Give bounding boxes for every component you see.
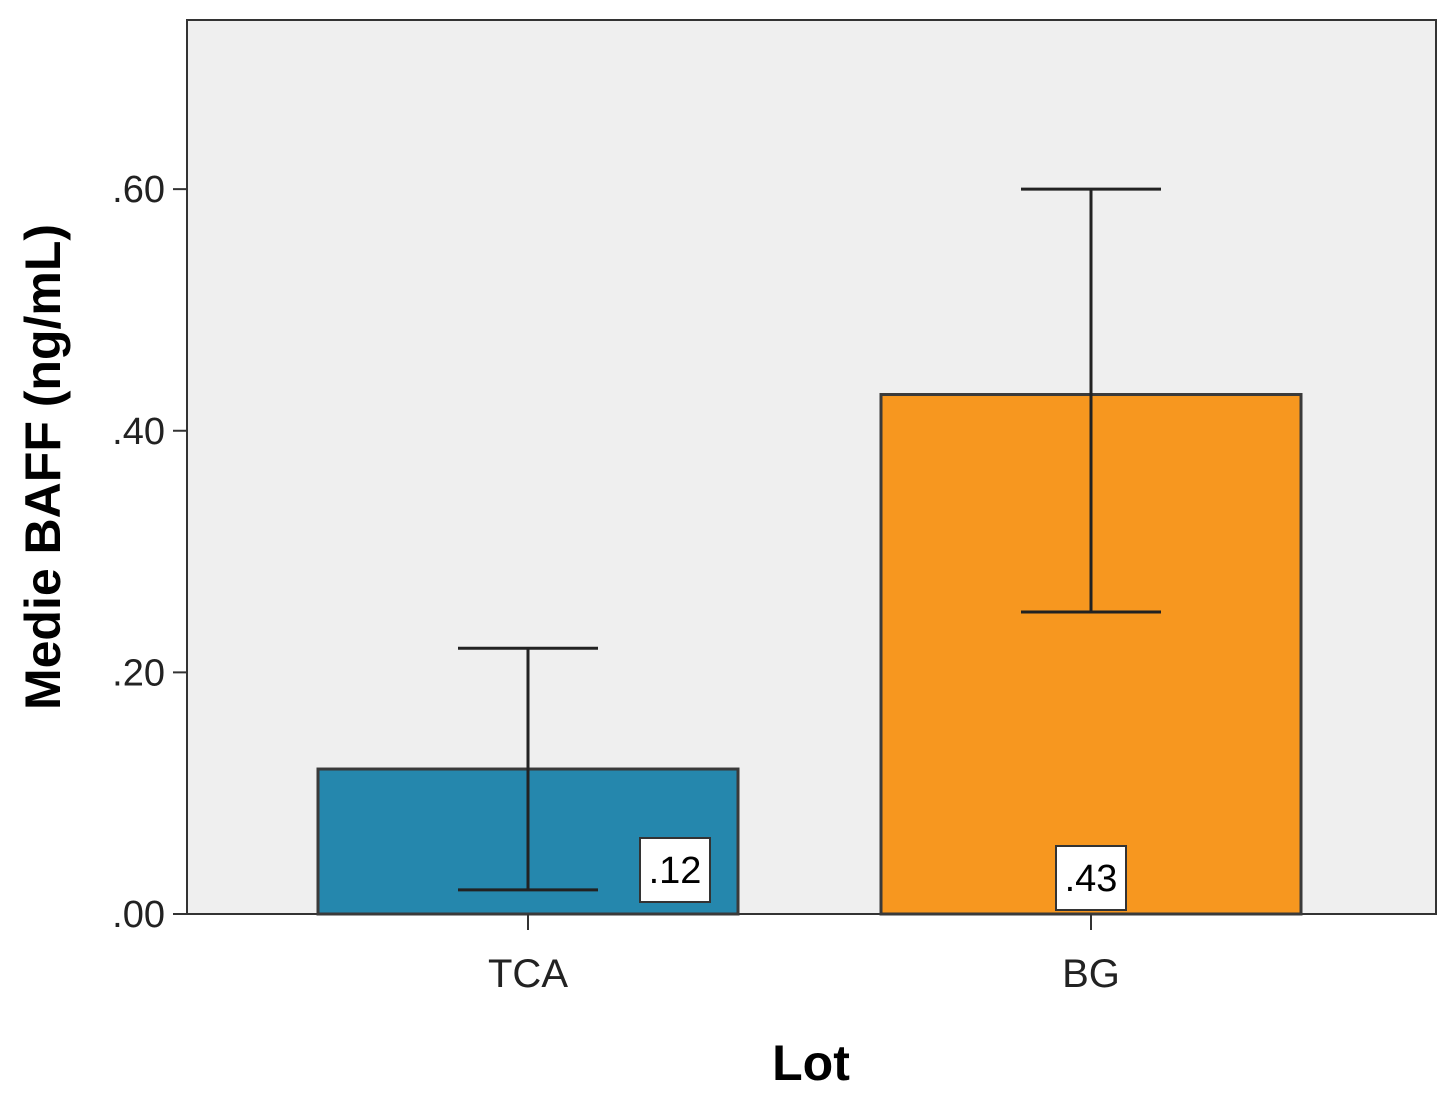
error-bars bbox=[458, 187, 1161, 892]
value-label: .12 bbox=[649, 850, 702, 892]
error-bar-tca bbox=[458, 646, 598, 892]
y-axis-title: Medie BAFF (ng/mL) bbox=[15, 224, 71, 710]
value-label-box bbox=[639, 837, 711, 903]
x-axis-title: Lot bbox=[772, 1035, 850, 1091]
value-label: .43 bbox=[1065, 858, 1118, 900]
x-tick-label: BG bbox=[1062, 952, 1120, 996]
bar-value-labels: .12 .43 bbox=[639, 837, 1127, 911]
y-tick-label: .40 bbox=[112, 411, 165, 453]
value-label-box bbox=[1055, 845, 1127, 911]
x-tick-label: TCA bbox=[488, 952, 568, 996]
y-axis-ticks: .00 .20 .40 .60 bbox=[112, 169, 187, 936]
error-bar-bg bbox=[1021, 187, 1161, 614]
y-tick-label: .60 bbox=[112, 169, 165, 211]
x-axis-ticks: TCA BG bbox=[488, 914, 1120, 996]
y-tick-label: .00 bbox=[112, 894, 165, 936]
y-tick-label: .20 bbox=[112, 652, 165, 694]
